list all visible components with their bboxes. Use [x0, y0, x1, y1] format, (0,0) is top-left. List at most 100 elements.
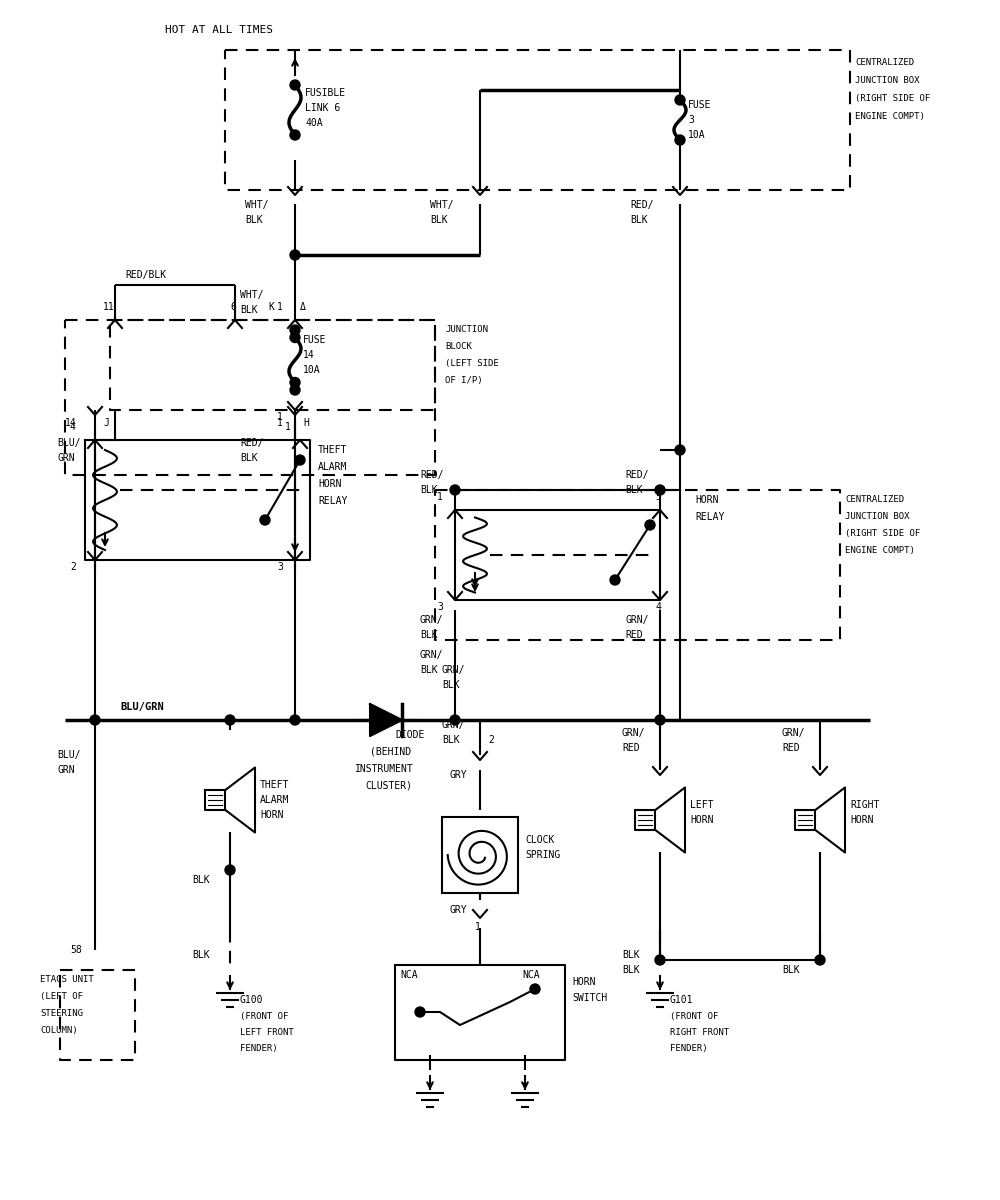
Text: OF I/P): OF I/P) — [445, 376, 483, 385]
Text: 2: 2 — [70, 562, 76, 572]
Text: 1: 1 — [277, 302, 283, 312]
Text: 14: 14 — [65, 418, 77, 428]
Text: RELAY: RELAY — [695, 512, 724, 522]
Text: G100: G100 — [240, 995, 264, 1006]
Circle shape — [290, 250, 300, 260]
Circle shape — [290, 332, 300, 342]
Circle shape — [530, 984, 540, 994]
Text: G101: G101 — [670, 995, 694, 1006]
Text: GRN/: GRN/ — [442, 665, 466, 674]
Text: JUNCTION BOX: JUNCTION BOX — [845, 512, 910, 521]
Text: 4: 4 — [655, 602, 661, 612]
Text: NCA: NCA — [522, 970, 540, 980]
Text: GRN/: GRN/ — [625, 614, 648, 625]
Text: 1: 1 — [475, 922, 481, 932]
Text: RED: RED — [622, 743, 640, 754]
Text: FUSE: FUSE — [688, 100, 712, 110]
Text: CLOCK: CLOCK — [525, 835, 554, 845]
Text: BLK: BLK — [240, 452, 258, 463]
Text: 4: 4 — [70, 422, 76, 432]
Text: (FRONT OF: (FRONT OF — [240, 1012, 288, 1021]
Circle shape — [290, 385, 300, 395]
Text: BLK: BLK — [782, 965, 800, 974]
Text: Δ: Δ — [300, 302, 306, 312]
Text: ALARM: ALARM — [260, 794, 289, 805]
Text: BLU/GRN: BLU/GRN — [120, 702, 164, 712]
Text: 6: 6 — [230, 302, 236, 312]
Circle shape — [655, 955, 665, 965]
Text: HOT AT ALL TIMES: HOT AT ALL TIMES — [165, 25, 273, 35]
Text: 10A: 10A — [303, 365, 321, 374]
Text: SPRING: SPRING — [525, 850, 560, 860]
Text: RIGHT FRONT: RIGHT FRONT — [670, 1028, 729, 1037]
Bar — [442, 817, 518, 893]
Text: BLK: BLK — [622, 950, 640, 960]
Circle shape — [295, 455, 305, 464]
Text: RELAY: RELAY — [318, 496, 347, 506]
Text: BLK: BLK — [192, 950, 210, 960]
Text: BLK: BLK — [192, 875, 210, 886]
Text: BLK: BLK — [625, 485, 643, 494]
Polygon shape — [370, 704, 402, 736]
Text: BLOCK: BLOCK — [445, 342, 472, 350]
Text: 1: 1 — [437, 492, 443, 502]
Text: 3: 3 — [688, 115, 694, 125]
Text: GRY: GRY — [450, 770, 468, 780]
Text: J: J — [103, 418, 109, 428]
Text: RED/: RED/ — [630, 200, 654, 210]
Text: LEFT FRONT: LEFT FRONT — [240, 1028, 294, 1037]
Text: BLU/: BLU/ — [57, 438, 80, 448]
Circle shape — [450, 715, 460, 725]
Text: ETACS UNIT: ETACS UNIT — [40, 974, 94, 984]
Text: SWITCH: SWITCH — [572, 994, 607, 1003]
Text: ENGINE COMPT): ENGINE COMPT) — [855, 112, 925, 121]
Text: ENGINE COMPT): ENGINE COMPT) — [845, 546, 915, 554]
Text: GRN/: GRN/ — [622, 728, 646, 738]
Text: BLK: BLK — [420, 630, 438, 640]
Text: BLK: BLK — [442, 734, 460, 745]
Text: BLK: BLK — [630, 215, 648, 226]
Text: 40A: 40A — [305, 118, 323, 128]
Text: BLK: BLK — [420, 665, 438, 674]
Text: GRN: GRN — [57, 766, 75, 775]
Text: BLU/: BLU/ — [57, 750, 80, 760]
Text: GRN/: GRN/ — [420, 614, 444, 625]
Text: 3: 3 — [437, 602, 443, 612]
Text: RED: RED — [625, 630, 643, 640]
Circle shape — [260, 515, 270, 526]
Text: THEFT: THEFT — [318, 445, 347, 455]
Text: 2: 2 — [488, 734, 494, 745]
Text: HORN: HORN — [572, 977, 596, 986]
Text: HORN: HORN — [260, 810, 284, 820]
Text: LINK 6: LINK 6 — [305, 103, 340, 113]
Text: BLK: BLK — [240, 305, 258, 314]
Circle shape — [675, 95, 685, 104]
Text: NCA: NCA — [400, 970, 418, 980]
Text: WHT/: WHT/ — [430, 200, 454, 210]
Text: HORN: HORN — [695, 494, 718, 505]
Text: BLK: BLK — [442, 680, 460, 690]
Text: (RIGHT SIDE OF: (RIGHT SIDE OF — [845, 529, 920, 538]
Text: (RIGHT SIDE OF: (RIGHT SIDE OF — [855, 94, 930, 103]
Text: (LEFT OF: (LEFT OF — [40, 992, 83, 1001]
Text: 1: 1 — [277, 418, 283, 428]
Text: BLK: BLK — [245, 215, 263, 226]
Circle shape — [675, 445, 685, 455]
Text: FUSIBLE: FUSIBLE — [305, 88, 346, 98]
Text: (LEFT SIDE: (LEFT SIDE — [445, 359, 499, 368]
Text: RED/: RED/ — [625, 470, 648, 480]
Text: BLK: BLK — [430, 215, 448, 226]
Text: WHT/: WHT/ — [245, 200, 268, 210]
Circle shape — [225, 865, 235, 875]
Text: GRY: GRY — [450, 905, 468, 914]
Circle shape — [290, 325, 300, 335]
Text: (BEHIND: (BEHIND — [370, 746, 411, 757]
Text: LEFT: LEFT — [690, 800, 714, 810]
Text: (FRONT OF: (FRONT OF — [670, 1012, 718, 1021]
Text: WHT/: WHT/ — [240, 290, 264, 300]
Text: H: H — [303, 418, 309, 428]
Text: INSTRUMENT: INSTRUMENT — [355, 764, 414, 774]
Text: 1: 1 — [285, 422, 291, 432]
Text: 3: 3 — [277, 562, 283, 572]
Circle shape — [290, 80, 300, 90]
